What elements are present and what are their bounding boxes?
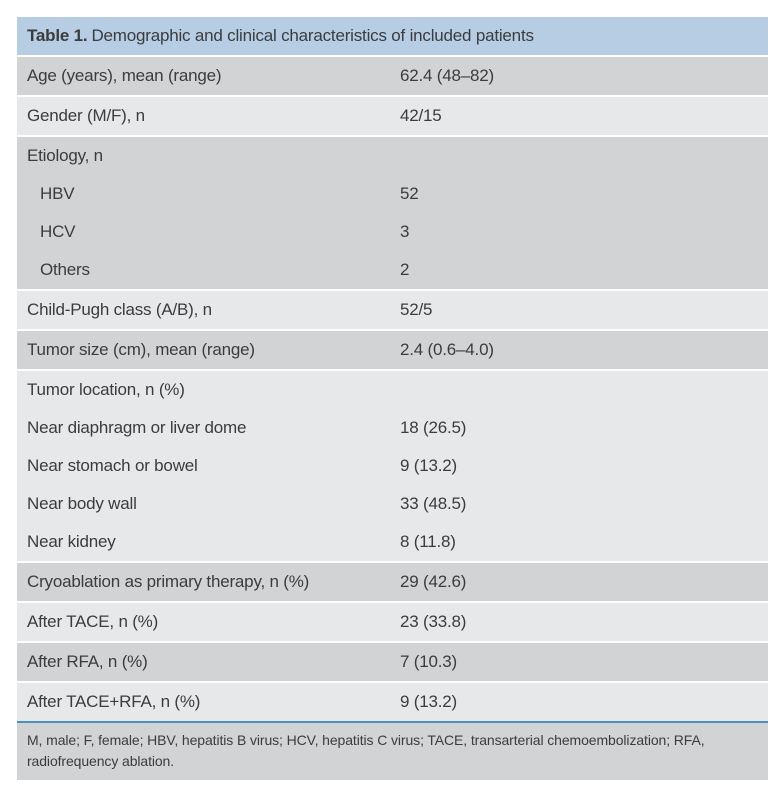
table-row: Near body wall 33 (48.5) xyxy=(17,485,768,523)
row-value: 2 xyxy=(400,260,410,279)
row-label: Gender (M/F), n xyxy=(27,106,145,125)
table-entry-child-pugh: Child-Pugh class (A/B), n 52/5 xyxy=(17,291,768,329)
row-value: 18 (26.5) xyxy=(400,418,467,437)
table-row: Tumor size (cm), mean (range) 2.4 (0.6–4… xyxy=(17,331,768,369)
table-entry-after-rfa: After RFA, n (%) 7 (10.3) xyxy=(17,643,768,681)
row-label: Tumor location, n (%) xyxy=(27,380,185,399)
table-entry-cryoablation: Cryoablation as primary therapy, n (%) 2… xyxy=(17,563,768,601)
footnote-text: M, male; F, female; HBV, hepatitis B vir… xyxy=(17,723,768,780)
row-value: 7 (10.3) xyxy=(400,652,457,671)
table-title-row: Table 1. Demographic and clinical charac… xyxy=(17,17,768,55)
table-entry-tumor-location: Tumor location, n (%) Near diaphragm or … xyxy=(17,371,768,561)
row-label: Tumor size (cm), mean (range) xyxy=(27,340,255,359)
row-value: 62.4 (48–82) xyxy=(400,66,495,85)
row-value: 8 (11.8) xyxy=(400,532,456,551)
table-title-text: Demographic and clinical characteristics… xyxy=(91,26,534,45)
row-label: Near kidney xyxy=(27,532,116,551)
row-value: 42/15 xyxy=(400,106,442,125)
table-entry-after-tace: After TACE, n (%) 23 (33.8) xyxy=(17,603,768,641)
row-label: HCV xyxy=(40,222,76,241)
row-value: 52 xyxy=(400,184,419,203)
row-value: 29 (42.6) xyxy=(400,572,467,591)
row-value: 33 (48.5) xyxy=(400,494,467,513)
table-row: Etiology, n xyxy=(17,137,768,175)
table-row: Cryoablation as primary therapy, n (%) 2… xyxy=(17,563,768,601)
table-row: Near kidney 8 (11.8) xyxy=(17,523,768,561)
demographics-table: Table 1. Demographic and clinical charac… xyxy=(17,17,768,780)
row-label: After RFA, n (%) xyxy=(27,652,148,671)
row-value: 3 xyxy=(400,222,410,241)
row-label: Child-Pugh class (A/B), n xyxy=(27,300,212,319)
accent-divider xyxy=(17,721,768,723)
table-row: After TACE, n (%) 23 (33.8) xyxy=(17,603,768,641)
table-row: Age (years), mean (range) 62.4 (48–82) xyxy=(17,57,768,95)
table-row: After TACE+RFA, n (%) 9 (13.2) xyxy=(17,683,768,721)
table-row: Near stomach or bowel 9 (13.2) xyxy=(17,447,768,485)
table-number-label: Table 1. xyxy=(27,26,88,45)
row-value: 9 (13.2) xyxy=(400,692,457,711)
table-row: Near diaphragm or liver dome 18 (26.5) xyxy=(17,409,768,447)
row-label: Near diaphragm or liver dome xyxy=(27,418,247,437)
table-row: Others 2 xyxy=(17,251,768,289)
table-entry-age: Age (years), mean (range) 62.4 (48–82) xyxy=(17,57,768,95)
table-row: HCV 3 xyxy=(17,213,768,251)
row-value: 2.4 (0.6–4.0) xyxy=(400,340,494,359)
table-row: After RFA, n (%) 7 (10.3) xyxy=(17,643,768,681)
row-value: 9 (13.2) xyxy=(400,456,457,475)
table-entry-gender: Gender (M/F), n 42/15 xyxy=(17,97,768,135)
table-row: Child-Pugh class (A/B), n 52/5 xyxy=(17,291,768,329)
row-label: Cryoablation as primary therapy, n (%) xyxy=(27,572,310,591)
row-label: HBV xyxy=(40,184,75,203)
table-entry-tumor-size: Tumor size (cm), mean (range) 2.4 (0.6–4… xyxy=(17,331,768,369)
row-label: Others xyxy=(40,260,90,279)
row-value: 23 (33.8) xyxy=(400,612,467,631)
table-row: Tumor location, n (%) xyxy=(17,371,768,409)
row-label: Age (years), mean (range) xyxy=(27,66,222,85)
row-label: After TACE+RFA, n (%) xyxy=(27,692,201,711)
table-entry-after-tace-rfa: After TACE+RFA, n (%) 9 (13.2) xyxy=(17,683,768,721)
row-label: Etiology, n xyxy=(27,146,103,165)
row-label: Near body wall xyxy=(27,494,137,513)
row-value: 52/5 xyxy=(400,300,433,319)
table-row: Gender (M/F), n 42/15 xyxy=(17,97,768,135)
table-entry-etiology: Etiology, n HBV 52 HCV 3 Others 2 xyxy=(17,137,768,289)
row-label: After TACE, n (%) xyxy=(27,612,159,631)
row-label: Near stomach or bowel xyxy=(27,456,198,475)
table-row: HBV 52 xyxy=(17,175,768,213)
